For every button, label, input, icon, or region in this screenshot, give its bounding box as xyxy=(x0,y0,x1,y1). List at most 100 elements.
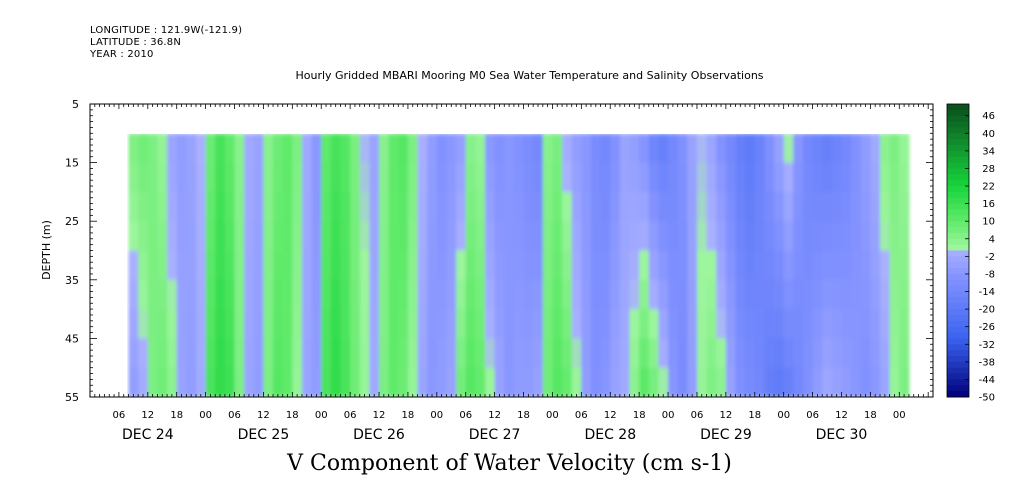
x-tick-label: 12 xyxy=(257,410,270,421)
x-tick-label: 12 xyxy=(373,410,386,421)
heatmap-cell xyxy=(388,250,399,281)
heatmap-cell xyxy=(215,250,226,281)
heatmap-cell xyxy=(417,250,428,281)
heatmap-cell xyxy=(244,221,255,252)
heatmap-cell xyxy=(446,134,457,164)
heatmap-cell xyxy=(542,134,553,164)
heatmap-cell xyxy=(812,250,823,281)
heatmap-cell xyxy=(889,162,900,193)
heatmap-cell xyxy=(668,338,679,369)
heatmap-cell xyxy=(610,338,621,369)
heatmap-cell xyxy=(860,221,871,252)
heatmap-cell xyxy=(716,309,727,339)
heatmap-cell xyxy=(697,367,708,397)
x-axis: 06 12 18 00 06 12 18 00 06 12 18 00 06 12 18 00 06 12 18 00… xyxy=(89,104,929,443)
heatmap-cell xyxy=(224,134,236,164)
heatmap-cell xyxy=(774,134,785,164)
heatmap-cell xyxy=(504,134,515,164)
heatmap-cell xyxy=(157,250,168,281)
heatmap-cell xyxy=(224,279,236,310)
heatmap-cell xyxy=(716,162,727,193)
heatmap-cell xyxy=(446,309,457,339)
colorbar-label: 22 xyxy=(982,182,995,193)
heatmap-cell xyxy=(591,367,602,397)
heatmap-cell xyxy=(147,338,158,369)
year-label: YEAR : 2010 xyxy=(90,49,154,60)
heatmap-cell xyxy=(176,367,187,397)
heatmap-cell xyxy=(234,250,245,281)
heatmap-cell xyxy=(716,367,727,397)
heatmap-cell xyxy=(783,279,794,310)
heatmap-cell xyxy=(870,191,881,222)
y-tick-label: 5 xyxy=(72,98,79,111)
heatmap-cell xyxy=(475,250,486,281)
heatmap-cell xyxy=(417,134,428,164)
heatmap-cell xyxy=(186,367,197,397)
heatmap-cell xyxy=(542,221,553,252)
heatmap-cell xyxy=(600,221,611,252)
heatmap-cell xyxy=(485,221,496,252)
y-tick-label: 45 xyxy=(65,332,79,345)
heatmap-cell xyxy=(513,191,525,222)
heatmap-cell xyxy=(600,191,611,222)
colorbar-swatch xyxy=(947,238,969,246)
heatmap-cell xyxy=(831,162,842,193)
heatmap-cell xyxy=(186,221,197,252)
colorbar-swatch xyxy=(947,379,969,386)
heatmap-cell xyxy=(224,250,236,281)
heatmap-cell xyxy=(494,367,505,397)
x-tick-label: 12 xyxy=(720,410,733,421)
heatmap-cell xyxy=(870,338,881,369)
heatmap-cell xyxy=(436,134,447,164)
heatmap-cell xyxy=(533,309,544,339)
heatmap-cell xyxy=(851,338,862,369)
heatmap-cell xyxy=(542,162,553,193)
heatmap-cell xyxy=(282,309,293,339)
colorbar-swatch xyxy=(947,109,969,117)
heatmap-cell xyxy=(542,250,553,281)
heatmap-cell xyxy=(456,134,467,164)
x-tick-label: 06 xyxy=(691,410,704,421)
heatmap-cell xyxy=(668,250,679,281)
heatmap-cell xyxy=(735,367,746,397)
heatmap-cell xyxy=(774,309,785,339)
heatmap-cell xyxy=(754,162,765,193)
heatmap-cell xyxy=(802,279,814,310)
heatmap-cell xyxy=(629,367,640,397)
heatmap-cell xyxy=(687,309,698,339)
heatmap-cell xyxy=(350,250,361,281)
heatmap-cell xyxy=(167,309,178,339)
heatmap-cell xyxy=(658,279,669,310)
heatmap-cell xyxy=(793,250,804,281)
heatmap-cell xyxy=(725,134,737,164)
heatmap-cell xyxy=(263,309,274,339)
heatmap-cell xyxy=(822,162,833,193)
heatmap-cell xyxy=(186,309,197,339)
heatmap-cell xyxy=(167,367,178,397)
heatmap-cell xyxy=(523,309,534,339)
heatmap-cell xyxy=(822,309,833,339)
heatmap-cell xyxy=(282,162,293,193)
heatmap-cell xyxy=(128,191,139,222)
heatmap-cell xyxy=(369,338,380,369)
heatmap-cell xyxy=(668,221,679,252)
heatmap-cell xyxy=(176,338,187,369)
heatmap-cell xyxy=(706,221,717,252)
heatmap-cell xyxy=(475,221,486,252)
heatmap-cell xyxy=(340,250,351,281)
heatmap-cell xyxy=(504,221,515,252)
heatmap-cell xyxy=(841,309,852,339)
heatmap-cell xyxy=(263,134,274,164)
heatmap-cell xyxy=(523,250,534,281)
heatmap-cell xyxy=(822,221,833,252)
heatmap-cell xyxy=(465,191,476,222)
heatmap-cell xyxy=(379,221,390,252)
heatmap-cell xyxy=(427,162,438,193)
heatmap-cell xyxy=(427,367,438,397)
heatmap-cell xyxy=(648,338,659,369)
heatmap-cell xyxy=(639,279,650,310)
heatmap-cell xyxy=(533,134,544,164)
heatmap-cell xyxy=(330,279,342,310)
heatmap-cell xyxy=(581,309,592,339)
heatmap-cell xyxy=(359,221,370,252)
